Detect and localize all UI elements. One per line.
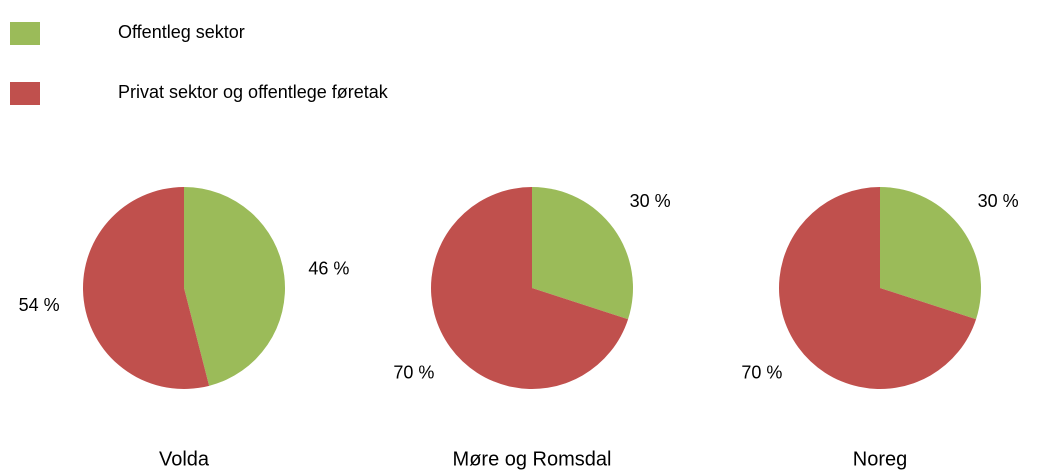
pie-slice	[532, 187, 633, 320]
pie-slice	[83, 187, 210, 389]
pie-slice	[184, 187, 286, 386]
legend-label: Privat sektor og offentlege føretak	[118, 82, 389, 102]
pie-title: Noreg	[853, 448, 907, 470]
data-label: 70 %	[393, 363, 434, 383]
legend-swatch	[10, 82, 40, 105]
pie-title: Møre og Romsdal	[453, 448, 612, 470]
pie-slice	[779, 187, 977, 389]
pie-slice	[880, 187, 981, 320]
pie-title: Volda	[159, 448, 210, 470]
legend-label: Offentleg sektor	[118, 22, 245, 42]
data-label: 30 %	[630, 191, 671, 211]
data-label: 46 %	[308, 258, 349, 278]
data-label: 30 %	[978, 191, 1019, 211]
data-label: 70 %	[741, 363, 782, 383]
legend-swatch	[10, 22, 40, 45]
data-label: 54 %	[19, 295, 60, 315]
pie-slice	[431, 187, 629, 389]
